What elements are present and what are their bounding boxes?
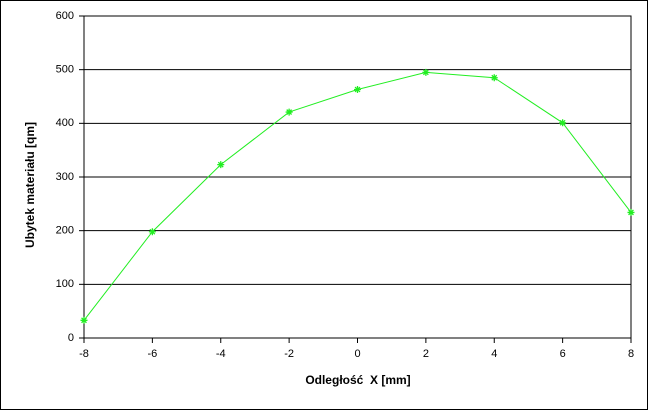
point: [148, 228, 156, 236]
x-tick-label: 6: [560, 348, 566, 360]
point: [627, 208, 635, 216]
y-tick-label: 600: [56, 10, 74, 22]
y-tick-label: 400: [56, 117, 74, 129]
point: [490, 74, 498, 82]
x-axis-label: Odległość X [mm]: [305, 373, 410, 387]
x-tick-label: 8: [628, 348, 634, 360]
point: [285, 108, 293, 116]
plot-border: [83, 15, 632, 339]
y-tick-label: 300: [56, 171, 74, 183]
point: [422, 68, 430, 76]
point: [217, 161, 225, 169]
y-tick-label: 100: [56, 278, 74, 290]
x-tick-label: -8: [79, 348, 89, 360]
y-tick-label: 500: [56, 64, 74, 76]
point: [559, 119, 567, 127]
point: [80, 316, 88, 324]
x-tick-label: 2: [423, 348, 429, 360]
y-tick-label: 200: [56, 225, 74, 237]
x-tick-label: 0: [354, 348, 360, 360]
point: [354, 86, 361, 94]
x-tick-label: -4: [216, 348, 226, 360]
y-axis-label: Ubytek materiału [qm]: [23, 122, 37, 248]
x-tick-label: -2: [284, 348, 294, 360]
y-tick-label: 0: [68, 332, 74, 344]
x-tick-label: 4: [491, 348, 497, 360]
x-tick-label: -6: [147, 348, 157, 360]
